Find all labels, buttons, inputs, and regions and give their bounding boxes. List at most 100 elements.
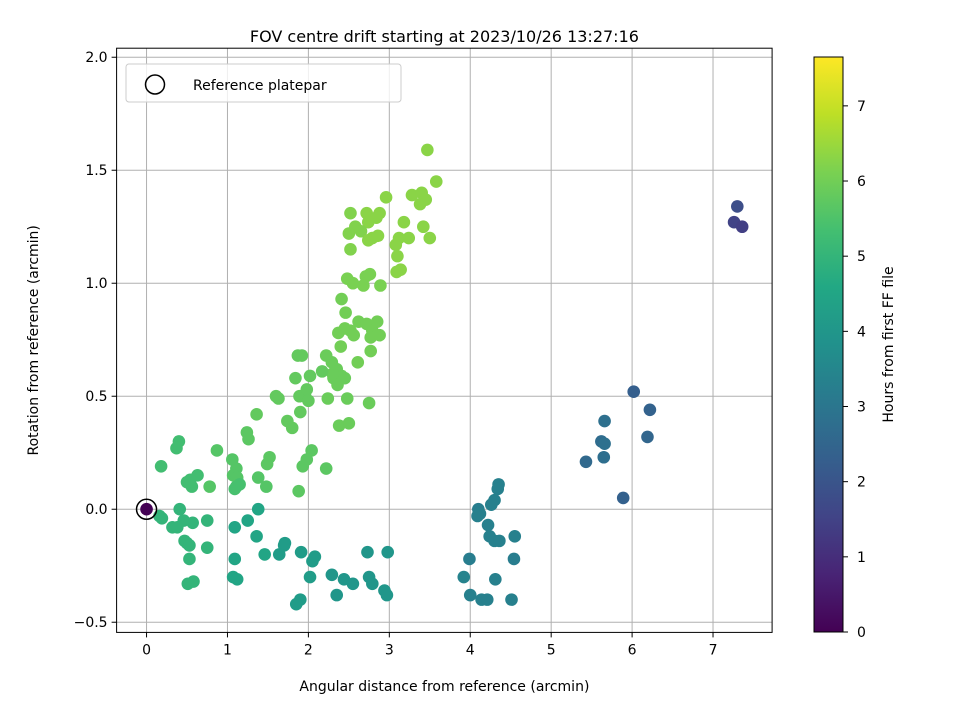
scatter-point [627,385,641,399]
scatter-point [361,545,374,559]
scatter-point [507,552,521,566]
scatter-point [230,480,243,493]
scatter-point [294,405,307,419]
plot-frame [116,47,773,633]
scatter-point [347,328,361,342]
scatter-point [210,444,224,457]
scatter-point [251,471,265,484]
chart-title: FOV centre drift starting at 2023/10/26 … [250,27,639,46]
scatter-point [260,457,274,471]
y-tick-label: 1.0 [85,276,107,292]
x-tick-label: 4 [466,642,475,658]
scatter-point [319,462,333,475]
scatter-point [315,365,329,378]
scatter-point [289,371,302,385]
scatter-point [302,394,315,408]
scatter-point [579,455,593,469]
scatter-point [228,552,242,566]
scatter-point [402,231,416,245]
scatter-point [344,206,357,220]
scatter-point [480,593,494,606]
x-axis-ticks: 0 1 2 3 4 5 6 7 [142,632,717,658]
scatter-point [180,475,194,489]
scatter-point [366,577,379,591]
scatter-point [272,392,285,405]
colorbar-tick-label: 7 [857,99,866,115]
scatter-point [155,511,169,525]
scatter-point [321,392,335,405]
x-tick-label: 0 [142,642,151,658]
scatter-point [258,548,271,561]
scatter-point [251,502,265,516]
scatter-point [346,577,360,591]
y-tick-label: 0.0 [85,502,107,518]
scatter-point [170,441,183,455]
scatter-points [140,143,749,611]
scatter-point [354,224,368,238]
scatter-point [242,432,255,446]
scatter-point [230,572,244,586]
scatter-point [140,502,153,516]
scatter-point [405,188,419,202]
scatter-point [285,421,299,435]
scatter-point [597,450,611,464]
scatter-point [228,521,242,534]
colorbar-tick-label: 4 [857,324,866,340]
scatter-point [200,541,214,554]
colorbar-tick-label: 1 [857,550,866,566]
scatter-point [493,534,506,548]
reference-platepar-marker [135,498,158,520]
scatter-point [457,570,471,584]
scatter-point [325,356,339,369]
scatter-point [295,349,309,362]
scatter-point [643,403,657,417]
y-tick-label: 0.5 [85,389,107,405]
scatter-point [463,552,476,566]
scatter-point [294,545,308,559]
scatter-point [598,414,611,428]
x-axis-label: Angular distance from reference (arcmin) [299,679,589,695]
reference-marker-group [135,498,158,520]
scatter-point [181,577,195,591]
scatter-point [342,227,356,240]
scatter-point [397,215,411,229]
grid-lines [116,48,773,633]
scatter-point [417,220,430,234]
colorbar-gradient [813,56,844,633]
scatter-point [260,480,273,493]
scatter-point [641,430,654,444]
scatter-point [326,367,339,380]
y-axis-ticks: −0.5 0.0 0.5 1.0 1.5 2.0 [74,50,117,631]
colorbar: 0 1 2 3 4 5 6 7 Hours from first FF file [813,56,897,641]
scatter-point [183,539,196,552]
scatter-point [423,231,437,245]
scatter-point [491,482,505,496]
scatter-point [300,383,314,396]
scatter-point [357,279,370,292]
scatter-point [421,143,434,157]
plot-area [116,48,773,633]
scatter-point [390,265,403,279]
scatter-point [374,279,387,292]
legend-reference-marker [144,74,166,95]
scatter-point [344,243,357,256]
scatter-point [250,530,263,543]
scatter-point [505,593,518,606]
colorbar-label: Hours from first FF file [881,266,897,422]
x-tick-label: 3 [385,642,394,658]
scatter-point [391,249,404,263]
scatter-point [471,509,484,523]
scatter-point [389,238,403,252]
scatter-point [342,417,356,430]
scatter-point [296,459,310,473]
scatter-point [173,502,187,516]
scatter-point [371,229,385,243]
scatter-point [183,552,196,566]
x-tick-label: 5 [547,642,556,658]
y-axis-label: Rotation from reference (arcmin) [26,225,42,455]
colorbar-ticks: 0 1 2 3 4 5 6 7 [843,99,866,641]
scatter-point [364,344,378,358]
colorbar-tick-label: 5 [857,249,866,265]
scatter-point [346,276,360,290]
